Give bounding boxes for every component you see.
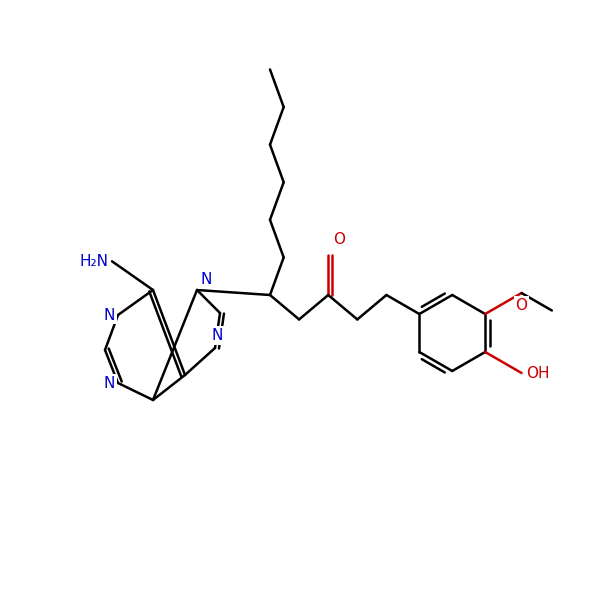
Text: O: O [333, 232, 345, 247]
Text: O: O [515, 298, 527, 313]
Text: N: N [211, 328, 223, 343]
Text: H₂N: H₂N [79, 254, 108, 269]
Text: N: N [200, 272, 211, 287]
Text: N: N [104, 307, 115, 323]
Text: OH: OH [527, 365, 550, 380]
Text: N: N [104, 376, 115, 391]
